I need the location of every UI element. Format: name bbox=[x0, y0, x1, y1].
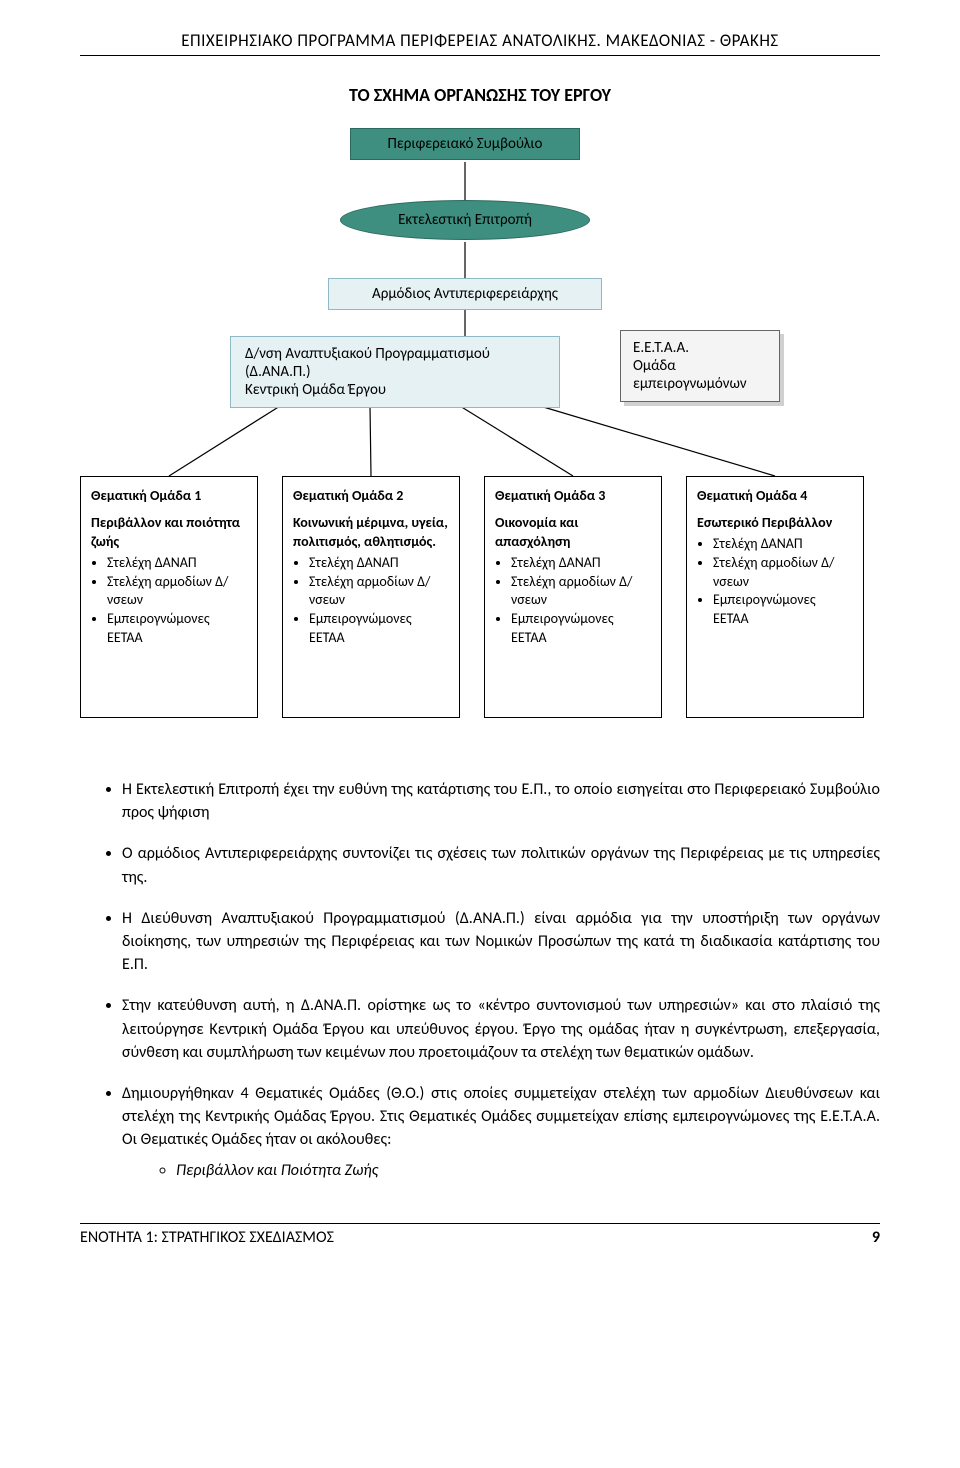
team-item: Στελέχη αρμοδίων Δ/νσεων bbox=[713, 554, 853, 592]
body-bullet: Δημιουργήθηκαν 4 Θεματικές Ομάδες (Θ.Ο.)… bbox=[122, 1082, 880, 1183]
team-item: Στελέχη ΔΑΝΑΠ bbox=[309, 554, 449, 573]
body-bullet: Η Εκτελεστική Επιτροπή έχει την ευθύνη τ… bbox=[122, 778, 880, 824]
footer-page-number: 9 bbox=[872, 1228, 880, 1247]
team-subtitle: Εσωτερικό Περιβάλλον bbox=[697, 514, 853, 533]
node-regional-council: Περιφερειακό Συμβούλιο bbox=[350, 128, 580, 160]
body-bullet: Ο αρμόδιος Αντιπεριφερειάρχης συντονίζει… bbox=[122, 842, 880, 888]
n4-line3: Κεντρική Ομάδα Έργου bbox=[245, 381, 545, 399]
body-text: Η Εκτελεστική Επιτροπή έχει την ευθύνη τ… bbox=[80, 778, 880, 1183]
team-box-3: Θεματική Ομάδα 3 Οικονομία και απασχόληση… bbox=[484, 476, 662, 718]
team-items: Στελέχη ΔΑΝΑΠΣτελέχη αρμοδίων Δ/νσεωνΕμπ… bbox=[697, 535, 853, 629]
diagram-title: ΤΟ ΣΧΗΜΑ ΟΡΓΑΝΩΣΗΣ ΤΟΥ ΕΡΓΟΥ bbox=[80, 84, 880, 106]
footer-rule bbox=[80, 1223, 880, 1224]
n4-line1: Δ/νση Αναπτυξιακού Προγραμματισμού bbox=[245, 345, 545, 363]
team-title: Θεματική Ομάδα 3 bbox=[495, 487, 651, 506]
team-items: Στελέχη ΔΑΝΑΠΣτελέχη αρμοδίων Δ/νσεωνΕμπ… bbox=[91, 554, 247, 648]
team-items: Στελέχη ΔΑΝΑΠΣτελέχη αρμοδίων Δ/νσεωνΕμπ… bbox=[293, 554, 449, 648]
n5-line1: Ε.Ε.Τ.Α.Α. bbox=[633, 339, 767, 357]
node-eetaa: Ε.Ε.Τ.Α.Α. Ομάδα εμπειρογνωμόνων bbox=[620, 330, 780, 402]
team-item: Στελέχη ΔΑΝΑΠ bbox=[511, 554, 651, 573]
team-item: Εμπειρογνώμονες ΕΕΤΑΑ bbox=[713, 591, 853, 629]
team-subtitle: Περιβάλλον και ποιότητα ζωής bbox=[91, 514, 247, 552]
team-item: Εμπειρογνώμονες ΕΕΤΑΑ bbox=[309, 610, 449, 648]
team-box-1: Θεματική Ομάδα 1 Περιβάλλον και ποιότητα … bbox=[80, 476, 258, 718]
team-item: Εμπειρογνώμονες ΕΕΤΑΑ bbox=[511, 610, 651, 648]
team-item: Στελέχη αρμοδίων Δ/νσεων bbox=[511, 573, 651, 611]
header-rule bbox=[80, 55, 880, 56]
org-diagram: Περιφερειακό Συμβούλιο Εκτελεστική Επιτρ… bbox=[80, 128, 880, 748]
team-subtitle: Οικονομία και απασχόληση bbox=[495, 514, 651, 552]
body-bullet: Στην κατεύθυνση αυτή, η Δ.ΑΝΑ.Π. ορίστηκ… bbox=[122, 994, 880, 1064]
body-bullet: Η Διεύθυνση Αναπτυξιακού Προγραμματισμού… bbox=[122, 907, 880, 977]
team-item: Εμπειρογνώμονες ΕΕΤΑΑ bbox=[107, 610, 247, 648]
sub-bullets: Περιβάλλον και Ποιότητα Ζωής bbox=[122, 1159, 880, 1182]
team-title: Θεματική Ομάδα 2 bbox=[293, 487, 449, 506]
node-central-team: Δ/νση Αναπτυξιακού Προγραμματισμού (Δ.ΑΝ… bbox=[230, 336, 560, 408]
node-executive-committee: Εκτελεστική Επιτροπή bbox=[340, 200, 590, 240]
team-item: Στελέχη αρμοδίων Δ/νσεων bbox=[107, 573, 247, 611]
team-title: Θεματική Ομάδα 1 bbox=[91, 487, 247, 506]
team-item: Στελέχη ΔΑΝΑΠ bbox=[713, 535, 853, 554]
footer-left: ΕΝΟΤΗΤΑ 1: ΣΤΡΑΤΗΓΙΚΟΣ ΣΧΕΔΙΑΣΜΟΣ bbox=[80, 1228, 334, 1247]
n4-line2: (Δ.ΑΝΑ.Π.) bbox=[245, 363, 545, 381]
n5-line2: Ομάδα bbox=[633, 357, 767, 375]
team-item: Στελέχη αρμοδίων Δ/νσεων bbox=[309, 573, 449, 611]
team-items: Στελέχη ΔΑΝΑΠΣτελέχη αρμοδίων Δ/νσεωνΕμπ… bbox=[495, 554, 651, 648]
node-vice-governor: Αρμόδιος Αντιπεριφερειάρχης bbox=[328, 278, 602, 310]
team-box-4: Θεματική Ομάδα 4 Εσωτερικό Περιβάλλον Στελ… bbox=[686, 476, 864, 718]
header-title: ΕΠΙΧΕΙΡΗΣΙΑΚΟ ΠΡΟΓΡΑΜΜΑ ΠΕΡΙΦΕΡΕΙΑΣ ΑΝΑΤ… bbox=[80, 30, 880, 51]
sub-bullet: Περιβάλλον και Ποιότητα Ζωής bbox=[176, 1159, 880, 1182]
n5-line3: εμπειρογνωμόνων bbox=[633, 375, 767, 393]
team-box-2: Θεματική Ομάδα 2 Κοινωνική μέριμνα, υγεία… bbox=[282, 476, 460, 718]
team-subtitle: Κοινωνική μέριμνα, υγεία, πολιτισμός, αθ… bbox=[293, 514, 449, 552]
team-title: Θεματική Ομάδα 4 bbox=[697, 487, 853, 506]
team-item: Στελέχη ΔΑΝΑΠ bbox=[107, 554, 247, 573]
